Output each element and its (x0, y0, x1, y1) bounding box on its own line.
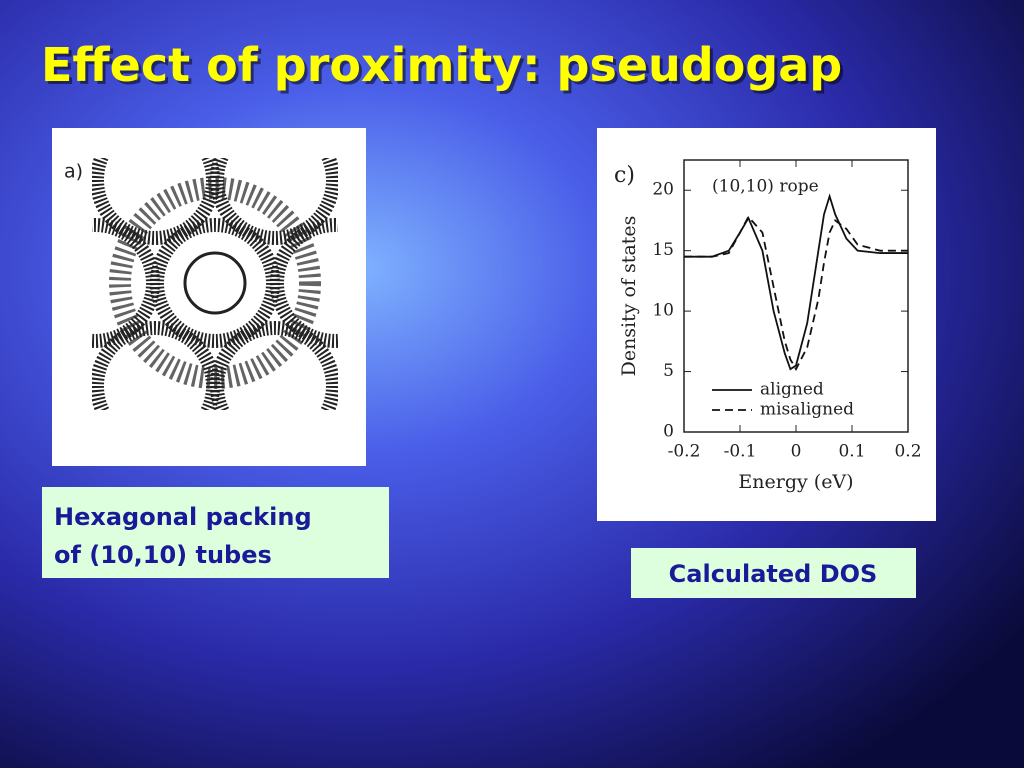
panel-label: c) (614, 163, 635, 188)
x-tick-label: -0.2 (668, 442, 701, 462)
left-caption-box (42, 487, 389, 578)
x-tick-label: 0 (791, 442, 802, 462)
y-tick-label: 20 (652, 180, 674, 200)
legend-label: misaligned (760, 400, 854, 420)
x-tick-label: 0.2 (894, 442, 921, 462)
caption: of (10,10) tubes (54, 541, 272, 569)
y-tick-label: 15 (652, 240, 674, 260)
right-figure (597, 128, 936, 521)
legend-label: aligned (760, 380, 824, 400)
y-tick-label: 10 (652, 301, 674, 321)
title-shadow: Effect of proximity: pseudogap (44, 41, 845, 95)
tube-packing (92, 158, 338, 410)
caption: Hexagonal packing (54, 503, 312, 531)
line (684, 215, 908, 372)
title: Effect of proximity: pseudogap (41, 38, 842, 92)
y-axis-label: Density of states (618, 216, 640, 377)
y-tick-label: 5 (663, 361, 674, 381)
x-axis-label: Energy (eV) (738, 471, 853, 493)
panel-label: a) (64, 161, 83, 183)
x-tick-label: -0.1 (724, 442, 757, 462)
y-tick-label: 0 (663, 422, 674, 442)
caption: Calculated DOS (669, 560, 878, 588)
right-caption-box (631, 548, 916, 598)
annotation: (10,10) rope (712, 177, 819, 197)
x-tick-label: 0.1 (838, 442, 865, 462)
